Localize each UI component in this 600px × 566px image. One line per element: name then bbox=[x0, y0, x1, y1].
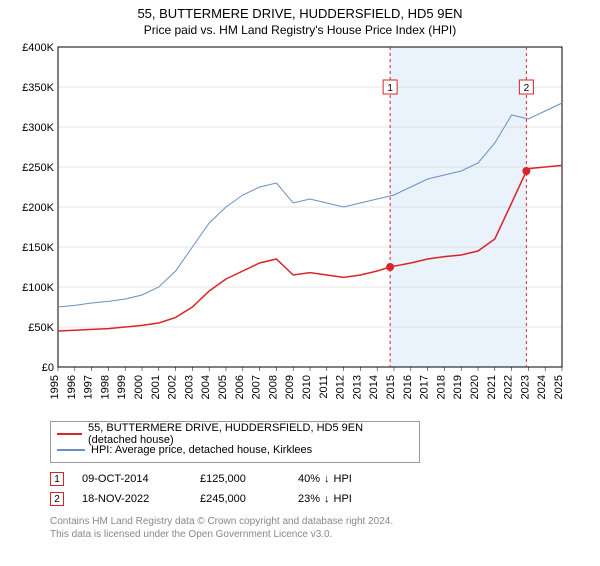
svg-text:£250K: £250K bbox=[22, 162, 54, 174]
svg-text:£200K: £200K bbox=[22, 202, 54, 214]
svg-text:2012: 2012 bbox=[335, 375, 347, 399]
svg-text:2016: 2016 bbox=[402, 375, 414, 399]
legend: 55, BUTTERMERE DRIVE, HUDDERSFIELD, HD5 … bbox=[50, 421, 420, 463]
entry-marker-2: 2 bbox=[50, 492, 64, 506]
entry-price-1: £125,000 bbox=[200, 473, 280, 485]
svg-text:2006: 2006 bbox=[234, 375, 246, 399]
legend-swatch-property bbox=[57, 433, 82, 435]
svg-text:2011: 2011 bbox=[318, 375, 330, 399]
sale-entries: 1 09-OCT-2014 £125,000 40% ↓ HPI 2 18-NO… bbox=[50, 469, 590, 509]
svg-text:2023: 2023 bbox=[519, 375, 531, 399]
entry-pct-2: 23% ↓ HPI bbox=[298, 493, 368, 505]
footer-line-1: Contains HM Land Registry data © Crown c… bbox=[50, 515, 590, 528]
svg-text:2001: 2001 bbox=[150, 375, 162, 399]
svg-text:1: 1 bbox=[387, 83, 393, 94]
svg-text:2004: 2004 bbox=[200, 375, 212, 399]
svg-text:1998: 1998 bbox=[99, 375, 111, 399]
svg-text:£50K: £50K bbox=[28, 322, 54, 334]
svg-text:2003: 2003 bbox=[183, 375, 195, 399]
svg-text:£0: £0 bbox=[42, 362, 54, 374]
svg-text:2002: 2002 bbox=[167, 375, 179, 399]
down-arrow-icon: ↓ bbox=[324, 473, 330, 485]
svg-text:2021: 2021 bbox=[486, 375, 498, 399]
svg-text:2018: 2018 bbox=[435, 375, 447, 399]
footer-line-2: This data is licensed under the Open Gov… bbox=[50, 528, 590, 541]
entry-date-2: 18-NOV-2022 bbox=[82, 493, 182, 505]
svg-text:2009: 2009 bbox=[284, 375, 296, 399]
svg-text:£350K: £350K bbox=[22, 82, 54, 94]
svg-text:1995: 1995 bbox=[49, 375, 61, 399]
svg-text:2010: 2010 bbox=[301, 375, 313, 399]
svg-text:2015: 2015 bbox=[385, 375, 397, 399]
svg-text:2025: 2025 bbox=[553, 375, 565, 399]
down-arrow-icon: ↓ bbox=[324, 493, 330, 505]
svg-text:2024: 2024 bbox=[536, 375, 548, 399]
sale-entry-1: 1 09-OCT-2014 £125,000 40% ↓ HPI bbox=[50, 469, 590, 489]
svg-text:£150K: £150K bbox=[22, 242, 54, 254]
chart-container: 55, BUTTERMERE DRIVE, HUDDERSFIELD, HD5 … bbox=[0, 6, 600, 566]
entry-price-2: £245,000 bbox=[200, 493, 280, 505]
legend-label-hpi: HPI: Average price, detached house, Kirk… bbox=[91, 444, 312, 456]
svg-text:2020: 2020 bbox=[469, 375, 481, 399]
chart-area: £0 £50K £100K £150K £200K £250K £300K £350K £400… bbox=[10, 43, 570, 413]
sale-entry-2: 2 18-NOV-2022 £245,000 23% ↓ HPI bbox=[50, 489, 590, 509]
chart-title: 55, BUTTERMERE DRIVE, HUDDERSFIELD, HD5 … bbox=[0, 6, 600, 21]
svg-text:2008: 2008 bbox=[267, 375, 279, 399]
svg-text:2013: 2013 bbox=[351, 375, 363, 399]
entry-date-1: 09-OCT-2014 bbox=[82, 473, 182, 485]
svg-text:£300K: £300K bbox=[22, 122, 54, 134]
svg-text:2007: 2007 bbox=[251, 375, 263, 399]
svg-text:2017: 2017 bbox=[419, 375, 431, 399]
legend-label-property: 55, BUTTERMERE DRIVE, HUDDERSFIELD, HD5 … bbox=[88, 422, 413, 446]
legend-swatch-hpi bbox=[57, 449, 85, 451]
entry-pct-1: 40% ↓ HPI bbox=[298, 473, 368, 485]
chart-svg: £0 £50K £100K £150K £200K £250K £300K £350K £400… bbox=[10, 43, 570, 413]
svg-text:2000: 2000 bbox=[133, 375, 145, 399]
svg-text:1997: 1997 bbox=[83, 375, 95, 399]
svg-text:1996: 1996 bbox=[66, 375, 78, 399]
svg-text:2019: 2019 bbox=[452, 375, 464, 399]
svg-text:2: 2 bbox=[524, 83, 530, 94]
entry-marker-1: 1 bbox=[50, 472, 64, 486]
svg-text:£100K: £100K bbox=[22, 282, 54, 294]
svg-text:2022: 2022 bbox=[503, 375, 515, 399]
footer-attribution: Contains HM Land Registry data © Crown c… bbox=[50, 515, 590, 541]
chart-subtitle: Price paid vs. HM Land Registry's House … bbox=[0, 23, 600, 37]
svg-text:1999: 1999 bbox=[116, 375, 128, 399]
svg-text:£400K: £400K bbox=[22, 43, 54, 54]
svg-text:2005: 2005 bbox=[217, 375, 229, 399]
svg-text:2014: 2014 bbox=[368, 375, 380, 399]
legend-item-property: 55, BUTTERMERE DRIVE, HUDDERSFIELD, HD5 … bbox=[57, 426, 413, 442]
